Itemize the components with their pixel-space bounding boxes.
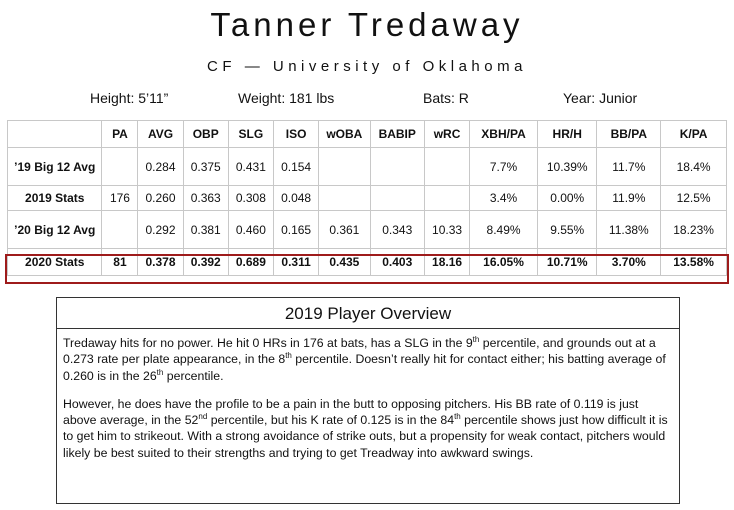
ordinal-suffix: th [156,367,164,377]
table-cell: 11.38% [596,210,662,249]
table-cell: 0.460 [227,210,274,249]
row-label: 2019 Stats [6,185,103,211]
table-cell: 10.71% [536,248,598,276]
column-header: BB/PA [596,120,662,148]
table-cell [318,147,371,186]
table-cell [101,210,139,249]
table-cell: 0.292 [137,210,184,249]
table-cell: 18.4% [660,147,727,186]
column-header: K/PA [660,120,727,148]
table-cell: 0.378 [137,248,184,276]
text-span: percentile. [163,368,224,383]
row-label: ’19 Big 12 Avg [6,147,103,186]
table-cell: 11.9% [596,185,662,211]
overview-paragraph: Tredaway hits for no power. He hit 0 HRs… [63,335,673,384]
table-cell: 10.39% [536,147,598,186]
table-cell: 7.7% [469,147,538,186]
stats-table: PA AVG OBP SLG ISO wOBA BABIP wRC XBH/PA… [6,120,727,276]
position-school: CF — University of Oklahoma [207,58,527,75]
table-cell: 0.048 [272,185,320,211]
table-cell: 18.23% [660,210,727,249]
text-span: percentile shows just how difficult it i… [63,413,668,460]
text-span: percentile, and grounds out at a 0.273 r… [63,336,656,367]
bio-weight: Weight: 181 lbs [238,90,335,106]
column-header [6,120,103,148]
table-cell: 0.392 [182,248,229,276]
column-header: SLG [227,120,274,148]
table-cell: 0.435 [318,248,371,276]
stats-header-row: PA AVG OBP SLG ISO wOBA BABIP wRC XBH/PA… [6,120,727,148]
table-cell: 0.308 [227,185,274,211]
table-cell [423,185,471,211]
table-cell: 0.689 [227,248,274,276]
table-cell: 0.284 [137,147,184,186]
table-cell [369,185,425,211]
overview-paragraph: However, he does have the profile to be … [63,396,673,461]
column-header: wOBA [318,120,371,148]
text-span: percentile, but his K rate of 0.125 is i… [207,413,455,428]
table-cell [369,147,425,186]
overview-title: 2019 Player Overview [57,298,679,329]
table-cell: 0.375 [182,147,229,186]
bio-bats: Bats: R [423,90,469,106]
table-cell: 0.343 [369,210,425,249]
text-span: Tredaway hits for no power. He hit 0 HRs… [63,336,473,350]
table-cell: 16.05% [469,248,538,276]
table-cell: 0.165 [272,210,320,249]
table-cell: 8.49% [469,210,538,249]
column-header: XBH/PA [469,120,538,148]
column-header: PA [101,120,139,148]
table-cell: 13.58% [660,248,727,276]
table-row: ’19 Big 12 Avg 0.284 0.375 0.431 0.154 7… [6,147,727,186]
table-cell: 9.55% [536,210,598,249]
table-cell: 81 [101,248,139,276]
table-cell: 0.381 [182,210,229,249]
column-header: OBP [182,120,229,148]
table-cell: 10.33 [423,210,471,249]
table-cell: 11.7% [596,147,662,186]
player-overview-box: 2019 Player Overview Tredaway hits for n… [56,297,680,504]
table-cell: 0.363 [182,185,229,211]
bio-height: Height: 5’11” [90,90,169,106]
table-cell [423,147,471,186]
ordinal-suffix: nd [198,412,208,422]
text-span: However, he does have the profile to be … [63,396,639,428]
column-header: AVG [137,120,184,148]
highlighted-table-row: 2020 Stats 81 0.378 0.392 0.689 0.311 0.… [6,248,727,276]
player-name: Tanner Tredaway [210,6,524,43]
table-cell: 0.154 [272,147,320,186]
row-label: ’20 Big 12 Avg [6,210,103,249]
ordinal-suffix: th [472,334,480,344]
table-cell: 3.4% [469,185,538,211]
text-span: percentile. Doesn’t really hit for conta… [63,352,666,383]
overview-body: Tredaway hits for no power. He hit 0 HRs… [57,329,679,461]
table-cell: 12.5% [660,185,727,211]
table-cell: 18.16 [423,248,471,276]
row-label: 2020 Stats [6,248,103,276]
bio-year: Year: Junior [563,90,638,106]
table-cell: 0.00% [536,185,598,211]
table-row: ’20 Big 12 Avg 0.292 0.381 0.460 0.165 0… [6,210,727,249]
column-header: BABIP [369,120,425,148]
ordinal-suffix: th [454,412,461,422]
table-cell: 176 [101,185,139,211]
column-header: HR/H [536,120,598,148]
table-cell: 0.431 [227,147,274,186]
table-cell [101,147,139,186]
table-cell: 0.260 [137,185,184,211]
table-cell: 3.70% [596,248,662,276]
column-header: ISO [272,120,320,148]
table-cell: 0.403 [369,248,425,276]
table-cell: 0.311 [272,248,320,276]
ordinal-suffix: th [285,351,292,361]
table-row: 2019 Stats 176 0.260 0.363 0.308 0.048 3… [6,185,727,211]
column-header: wRC [423,120,471,148]
table-cell: 0.361 [318,210,371,249]
table-cell [318,185,371,211]
